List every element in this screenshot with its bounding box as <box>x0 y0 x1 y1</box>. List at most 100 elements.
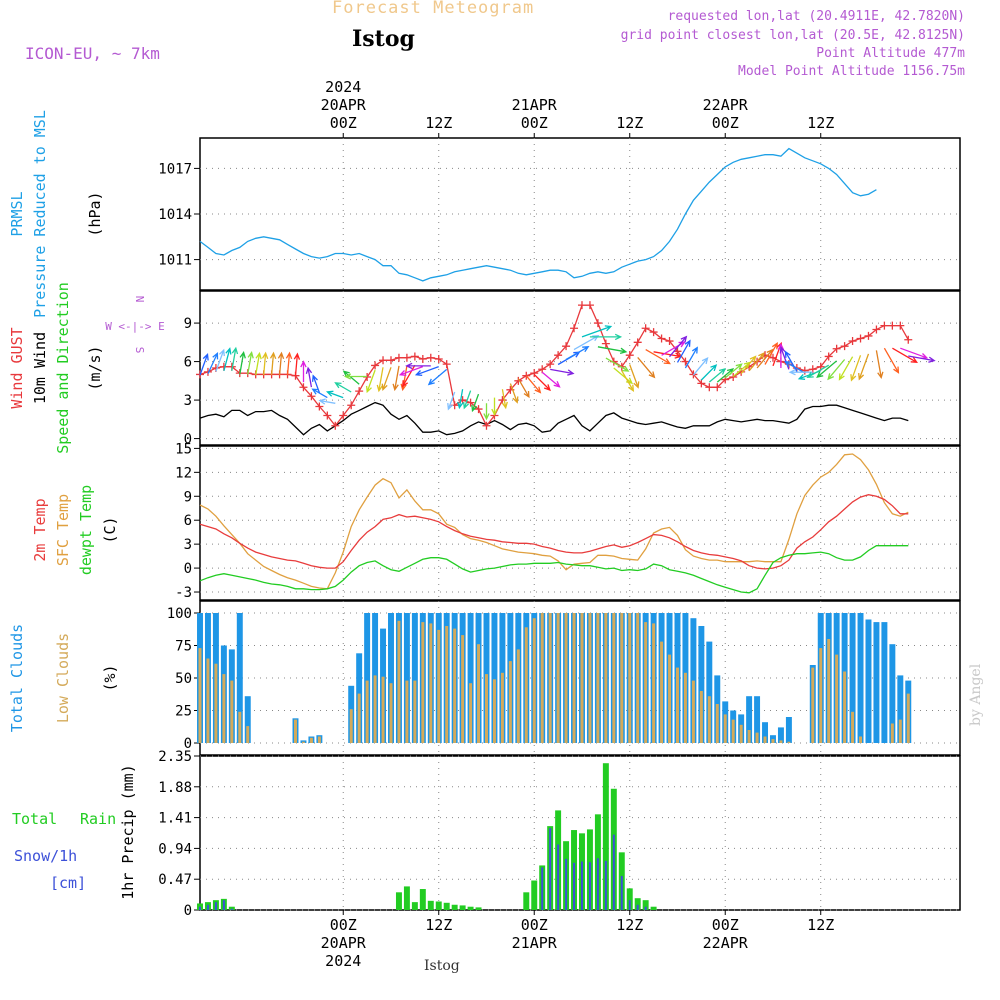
wind-frame <box>199 290 961 446</box>
temperature-label-dewpt: dewpt Temp <box>77 485 95 575</box>
temperature-sfc-series <box>199 453 909 590</box>
clouds-low-bar <box>461 635 465 743</box>
wind-direction-arrow <box>850 355 862 382</box>
wind-direction-arrow <box>293 352 301 376</box>
wind-gust-marker <box>554 351 563 360</box>
precip-snow-bar <box>206 904 209 910</box>
wind-direction-arrow <box>405 362 431 370</box>
precip-rain-bar <box>650 906 657 910</box>
clouds-total-bar <box>857 613 864 743</box>
wind-direction-arrow <box>300 360 307 383</box>
clouds-low-bar <box>492 679 496 743</box>
clouds-low-bar <box>819 648 823 743</box>
clouds-total-bar <box>698 626 705 743</box>
clouds-label-unit: (%) <box>101 664 119 691</box>
precip-rain-bar <box>475 907 482 910</box>
pressure-label-prmsl: PRMSL <box>8 191 26 236</box>
wind-direction-arrow <box>533 373 551 392</box>
clouds-total-bar <box>865 619 872 743</box>
wind-gust-marker <box>585 301 594 310</box>
wind-direction-arrow <box>199 352 209 376</box>
temperature-ytick-label: 6 <box>184 513 192 529</box>
wind-gust-marker <box>347 401 356 410</box>
wind-direction-arrow <box>261 351 269 376</box>
precip-snow-bar <box>644 906 647 910</box>
wind-direction-arrow <box>541 371 561 388</box>
wind-gust-marker <box>386 356 395 365</box>
wind-direction-arrow <box>255 351 262 376</box>
wind-direction-arrow <box>827 359 846 381</box>
precip-label-cm: [cm] <box>50 874 86 892</box>
clouds-total-bar <box>754 696 761 743</box>
precip-snow-bar <box>573 862 576 910</box>
wind-gust-marker <box>379 356 388 365</box>
clouds-low-bar <box>485 674 488 743</box>
wind-gust-marker <box>530 369 539 378</box>
clouds-total-bar <box>849 613 856 743</box>
precip-ytick-label: 1.88 <box>158 780 192 796</box>
clouds-low-bar <box>835 654 839 743</box>
clouds-low-bar <box>230 680 234 743</box>
wind-direction-arrow <box>215 348 225 372</box>
wind-gust-marker <box>657 334 666 343</box>
precip-ytick-label: 2.35 <box>158 749 192 765</box>
clouds-low-bar <box>588 613 592 743</box>
wind-direction-arrow <box>724 363 743 379</box>
wind-direction-arrow <box>838 356 854 381</box>
precip-rain-bar <box>602 763 609 910</box>
clouds-low-bar <box>477 644 481 743</box>
wind-direction-arrow <box>740 355 757 375</box>
clouds-low-bar <box>397 620 401 743</box>
wind-ytick-label: 6 <box>184 355 192 371</box>
wind-direction-arrow <box>573 335 600 351</box>
wind-label-gust: Wind GUST <box>8 327 26 408</box>
wind-gust-marker <box>371 361 380 370</box>
precip-snow-bar <box>612 834 615 910</box>
clouds-low-bar <box>405 680 409 743</box>
clouds-low-bar <box>620 613 624 743</box>
precip-ytick-label: 0.94 <box>158 841 192 857</box>
clouds-ytick-label: 0 <box>184 736 192 752</box>
clouds-low-bar <box>683 672 687 743</box>
clouds-low-bar <box>596 613 600 743</box>
wind-gust-marker <box>570 324 579 333</box>
wind-direction-arrow <box>816 360 838 379</box>
time-axis-bottom-label: 00Z <box>521 916 548 934</box>
wind-gust-marker <box>538 365 547 374</box>
clouds-low-bar <box>548 613 552 743</box>
wind-direction-arrow <box>207 352 219 374</box>
wind-gust-marker <box>418 355 427 364</box>
precip-rain-bar <box>634 898 641 910</box>
clouds-low-bar <box>811 667 815 743</box>
wind-direction-arrow <box>318 398 336 405</box>
wind-direction-arrow <box>525 375 542 394</box>
wind-direction-arrow <box>565 346 590 361</box>
wind-compass-n: N <box>133 296 146 303</box>
wind-direction-arrow <box>858 353 870 381</box>
clouds-total-bar <box>467 613 474 743</box>
clouds-low-bar <box>357 693 361 743</box>
precip-rain-bar <box>419 889 426 910</box>
time-axis-bottom-label: 12Z <box>425 916 452 934</box>
wind-direction-arrow <box>806 364 830 379</box>
clouds-total-bar <box>746 696 753 743</box>
wind-gust-marker <box>601 339 610 348</box>
wind-gust-marker <box>482 421 491 430</box>
wind-gust-marker <box>832 344 841 353</box>
model-altitude: Model Point Altitude 1156.75m <box>738 64 965 79</box>
clouds-low-bar <box>890 723 894 743</box>
wind-direction-arrow <box>285 351 293 376</box>
wind-gust-marker <box>203 367 212 376</box>
wind-gust-marker <box>562 342 571 351</box>
clouds-low-bar <box>246 726 250 743</box>
wind-label-unit: (m/s) <box>86 345 104 390</box>
wind-gust-marker <box>681 357 690 366</box>
clouds-low-bar <box>731 719 735 743</box>
precip-rain-bar <box>395 892 402 910</box>
wind-direction-arrow <box>684 346 698 369</box>
wind-gust-marker <box>394 353 403 362</box>
precip-snow-bar <box>222 900 225 910</box>
wind-direction-arrow <box>629 364 640 389</box>
clouds-low-bar <box>317 736 321 743</box>
wind-direction-arrow <box>605 357 630 372</box>
